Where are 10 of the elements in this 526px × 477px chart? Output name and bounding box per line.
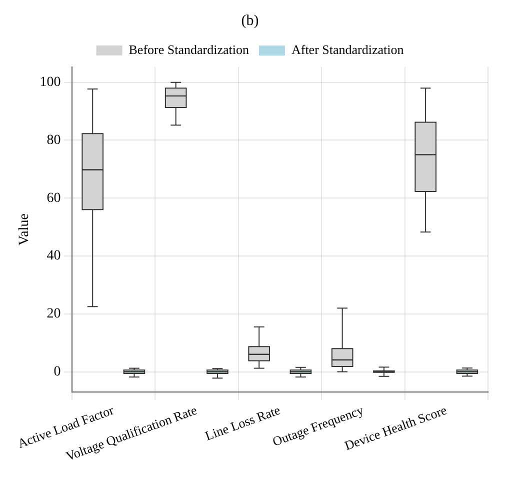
y-tick-label: 100 <box>40 75 61 90</box>
y-tick-label: 40 <box>46 248 61 264</box>
y-tick-label: 0 <box>54 364 61 380</box>
y-tick-label: 60 <box>46 190 61 206</box>
y-tick-label: 80 <box>46 132 61 148</box>
legend-label: After Standardization <box>291 42 404 57</box>
legend-label: Before Standardization <box>128 42 250 57</box>
y-axis-title: Value <box>17 214 32 246</box>
y-tick-label: 20 <box>46 306 61 322</box>
chart-title: (b) <box>241 12 259 29</box>
